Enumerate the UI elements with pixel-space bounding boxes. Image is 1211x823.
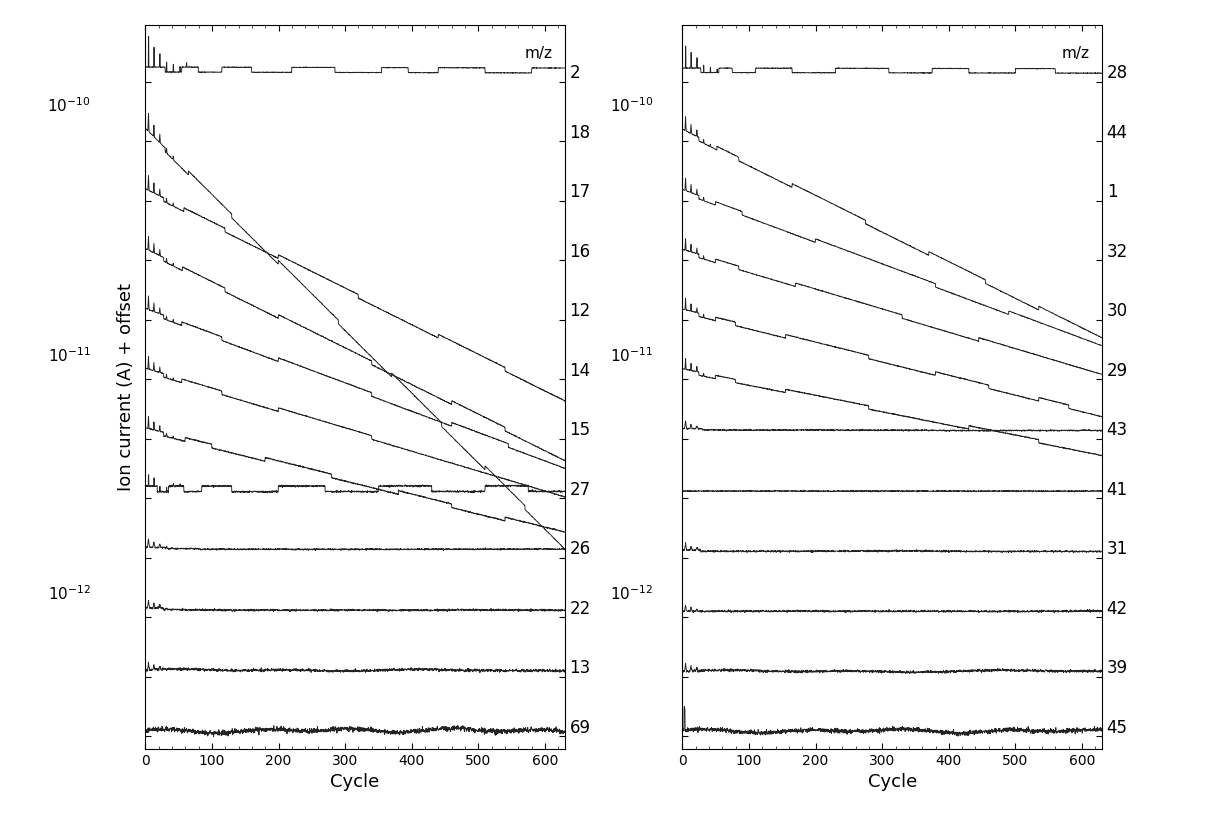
Text: 31: 31 xyxy=(1107,540,1127,558)
Text: 32: 32 xyxy=(1107,243,1127,261)
Text: 44: 44 xyxy=(1107,123,1127,142)
Text: 28: 28 xyxy=(1107,64,1127,82)
Text: 41: 41 xyxy=(1107,481,1127,499)
Text: 30: 30 xyxy=(1107,302,1127,320)
Text: 26: 26 xyxy=(569,540,591,558)
X-axis label: Cycle: Cycle xyxy=(331,774,380,792)
Text: 18: 18 xyxy=(569,123,591,142)
Text: 29: 29 xyxy=(1107,362,1127,379)
Text: 12: 12 xyxy=(569,302,591,320)
Text: $10^{-11}$: $10^{-11}$ xyxy=(47,346,91,365)
Text: 27: 27 xyxy=(569,481,591,499)
Text: 16: 16 xyxy=(569,243,591,261)
Text: 14: 14 xyxy=(569,362,591,379)
Text: 17: 17 xyxy=(569,184,591,202)
Text: m/z: m/z xyxy=(1061,46,1090,62)
X-axis label: Cycle: Cycle xyxy=(867,774,917,792)
Text: 1: 1 xyxy=(1107,184,1118,202)
Text: 13: 13 xyxy=(569,659,591,677)
Text: $10^{-10}$: $10^{-10}$ xyxy=(47,96,91,114)
Text: 45: 45 xyxy=(1107,718,1127,737)
Text: 22: 22 xyxy=(569,600,591,618)
Text: $10^{-12}$: $10^{-12}$ xyxy=(610,584,653,602)
Text: m/z: m/z xyxy=(524,46,552,62)
Text: 2: 2 xyxy=(569,64,580,82)
Text: $10^{-11}$: $10^{-11}$ xyxy=(610,346,653,365)
Text: 42: 42 xyxy=(1107,600,1127,618)
Text: 43: 43 xyxy=(1107,421,1127,439)
Text: 69: 69 xyxy=(569,718,591,737)
Text: $10^{-12}$: $10^{-12}$ xyxy=(47,584,91,602)
Text: 15: 15 xyxy=(569,421,591,439)
Y-axis label: Ion current (A) + offset: Ion current (A) + offset xyxy=(117,283,134,491)
Text: 39: 39 xyxy=(1107,659,1127,677)
Text: $10^{-10}$: $10^{-10}$ xyxy=(609,96,653,114)
